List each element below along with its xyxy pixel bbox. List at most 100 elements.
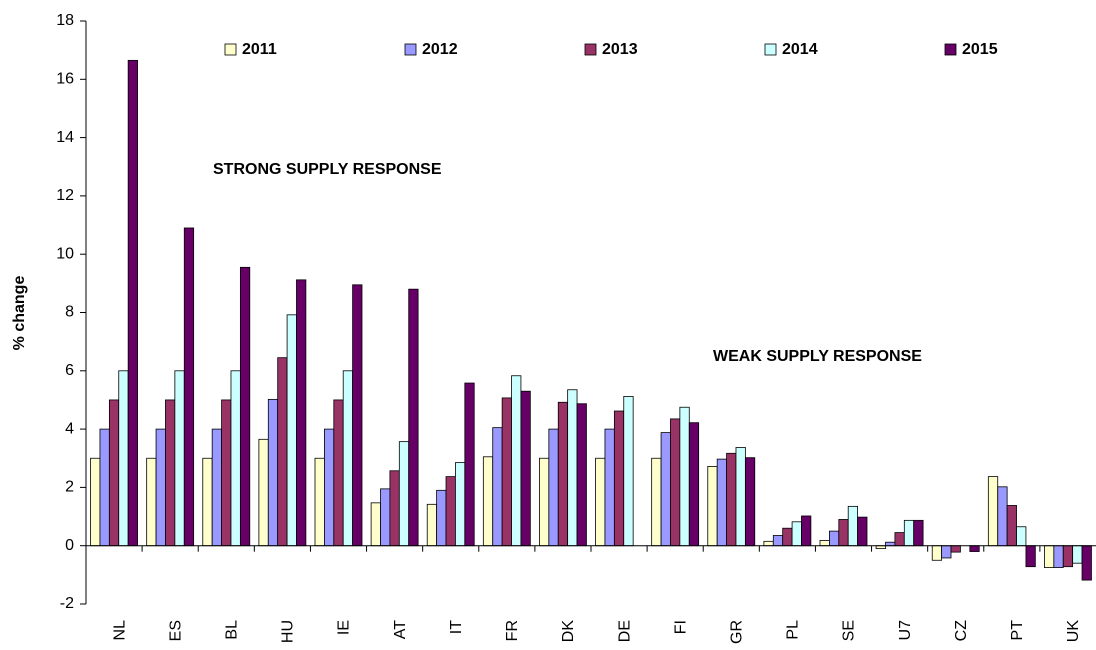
- x-tick-label: FR: [504, 620, 521, 641]
- bar: [1081, 545, 1092, 581]
- bar: [576, 403, 587, 547]
- y-tick-label: 12: [56, 187, 74, 204]
- legend-swatch: [224, 43, 237, 56]
- bar: [931, 545, 943, 561]
- bar: [548, 428, 559, 547]
- bar: [557, 401, 569, 547]
- legend-label: 2015: [962, 41, 998, 58]
- bar: [987, 476, 999, 547]
- bar: [941, 545, 952, 559]
- x-tick-label: IE: [336, 620, 353, 635]
- bar: [604, 428, 615, 547]
- bar: [838, 519, 849, 547]
- x-tick-label: PT: [1009, 620, 1026, 641]
- legend-swatch: [944, 43, 957, 56]
- x-tick-label: NL: [111, 620, 128, 641]
- bar: [118, 370, 129, 547]
- legend-swatch: [584, 43, 597, 56]
- bar: [1025, 545, 1036, 568]
- bar: [726, 452, 737, 547]
- bar: [782, 527, 793, 547]
- bar: [1072, 545, 1083, 564]
- bar: [903, 519, 915, 547]
- bar: [501, 397, 512, 547]
- x-tick-label: SE: [841, 620, 858, 641]
- bar: [660, 432, 671, 547]
- bar: [436, 489, 447, 547]
- bar: [1053, 545, 1064, 568]
- bar: [688, 422, 700, 547]
- x-tick-label: ES: [167, 620, 184, 641]
- bar: [183, 227, 195, 547]
- x-tick-label: HU: [280, 620, 297, 643]
- bar: [155, 428, 166, 547]
- bar: [791, 521, 802, 547]
- bar: [623, 396, 634, 547]
- bar: [239, 266, 251, 547]
- bar: [211, 428, 222, 547]
- x-tick-label: PL: [785, 620, 802, 640]
- y-tick-label: 18: [56, 12, 74, 29]
- bar: [539, 457, 550, 547]
- bar: [613, 410, 625, 547]
- annotation: STRONG SUPPLY RESPONSE: [213, 161, 442, 178]
- bar: [1044, 545, 1055, 568]
- bar: [829, 530, 840, 547]
- legend-label: 2014: [782, 41, 818, 58]
- legend-swatch: [764, 43, 777, 56]
- y-tick-label: 14: [56, 129, 74, 146]
- y-axis-label: % change: [11, 276, 28, 351]
- x-tick-label: U7: [897, 620, 914, 641]
- bar: [426, 503, 438, 547]
- bar: [286, 314, 297, 547]
- bar: [445, 476, 456, 547]
- bar: [969, 545, 980, 552]
- legend-swatch: [404, 43, 417, 56]
- bar: [801, 515, 812, 547]
- bar: [202, 457, 213, 547]
- bar: [1062, 545, 1074, 568]
- bar: [221, 399, 232, 547]
- bar: [333, 399, 344, 547]
- bar: [763, 540, 774, 547]
- bar: [267, 398, 279, 547]
- bar: [735, 447, 746, 547]
- y-tick-label: 10: [56, 245, 74, 262]
- bar: [342, 370, 354, 547]
- bar: [997, 486, 1008, 547]
- x-tick-label: BL: [223, 620, 240, 640]
- bar: [492, 427, 503, 547]
- bar: [847, 505, 859, 547]
- bar: [772, 535, 784, 547]
- y-tick-label: 8: [65, 304, 74, 321]
- bar: [389, 470, 400, 547]
- legend-label: 2013: [602, 41, 638, 58]
- bar: [90, 457, 101, 547]
- bar: [455, 462, 466, 547]
- bar: [1016, 526, 1027, 547]
- bar: [464, 382, 475, 547]
- bar: [950, 545, 961, 553]
- bar: [595, 457, 606, 547]
- legend-label: 2011: [242, 41, 277, 58]
- bar: [314, 457, 325, 547]
- y-tick-label: 0: [65, 537, 74, 554]
- bar: [744, 457, 756, 547]
- bar: [174, 370, 185, 547]
- bar: [482, 456, 494, 547]
- bar: [370, 502, 381, 547]
- bar: [323, 428, 335, 547]
- x-tick-label: UK: [1065, 620, 1082, 643]
- bar: [651, 457, 662, 547]
- bar: [567, 389, 578, 547]
- bar: [165, 399, 176, 547]
- bar: [99, 428, 110, 547]
- bar: [520, 390, 531, 547]
- bar: [679, 406, 690, 547]
- x-tick-label: AT: [392, 620, 409, 639]
- y-tick-label: -2: [60, 595, 74, 612]
- bar: [352, 284, 363, 547]
- bar: [277, 357, 288, 547]
- bar: [108, 399, 120, 547]
